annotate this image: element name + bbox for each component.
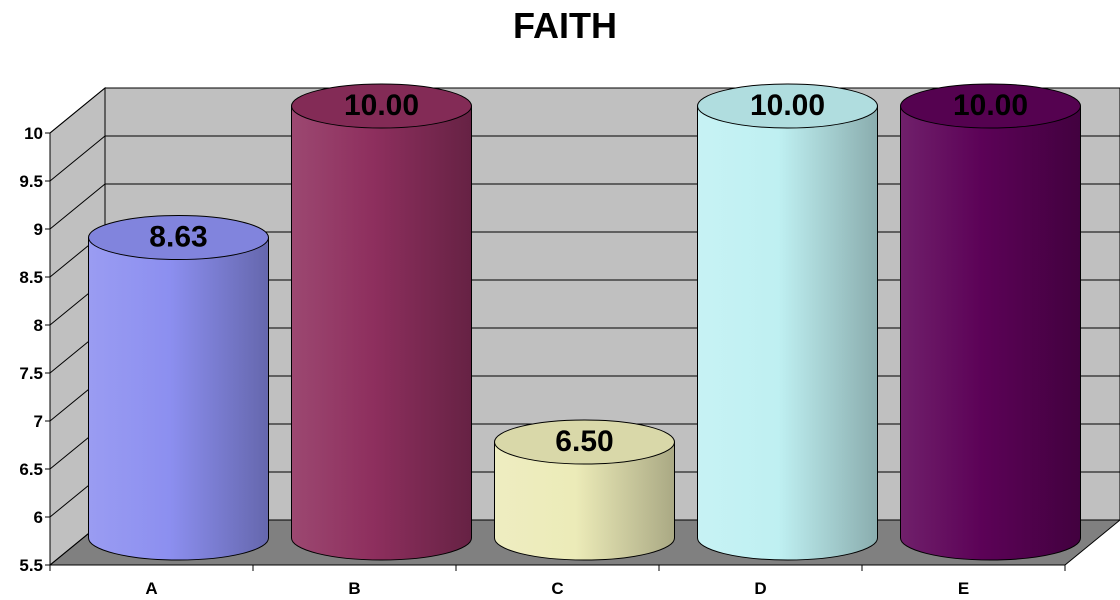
bar-C [494,419,675,561]
x-tick-label: E [958,579,969,598]
bar-top-D [697,83,878,129]
data-label: 8.63 [149,221,207,254]
bar-body-C [494,441,675,561]
data-labels: 8.63 10.00 6.50 10.00 10.00 [149,89,1028,458]
x-tick-label: C [551,579,563,598]
y-tick-label: 10 [24,124,43,143]
data-label: 10.00 [750,89,825,122]
x-tick-label: D [754,579,766,598]
y-tick-label: 8.5 [19,268,43,287]
bar-top-E [900,83,1081,129]
data-label: 6.50 [555,425,613,458]
data-label: 10.00 [953,89,1028,122]
y-axis-ticks: 5.5 6 6.5 7 7.5 8 8.5 9 9.5 10 [19,124,43,575]
x-tick-label: B [348,579,360,598]
axes [45,132,1066,571]
y-tick-label: 9 [34,220,43,239]
bar-top-C [494,419,675,465]
bar-body-D [697,105,878,561]
x-axis-ticks: A B C D E [145,579,969,598]
bar-top-A [88,215,269,261]
bar-B [291,83,472,561]
bar-D [697,83,878,561]
bar-A [88,215,269,561]
y-tick-label: 8 [34,316,43,335]
bar-body-B [291,105,472,561]
data-label: 10.00 [344,89,419,122]
bars [88,83,1081,561]
chart-title: FAITH [513,5,617,46]
y-tick-label: 6.5 [19,460,43,479]
bar-E [900,83,1081,561]
y-tick-label: 7 [34,412,43,431]
bar-top-B [291,83,472,129]
x-tick-label: A [145,579,157,598]
y-tick-label: 5.5 [19,556,43,575]
y-tick-label: 7.5 [19,364,43,383]
bar-body-A [88,237,269,561]
y-tick-label: 6 [34,508,43,527]
bar-body-E [900,105,1081,561]
y-tick-label: 9.5 [19,172,43,191]
